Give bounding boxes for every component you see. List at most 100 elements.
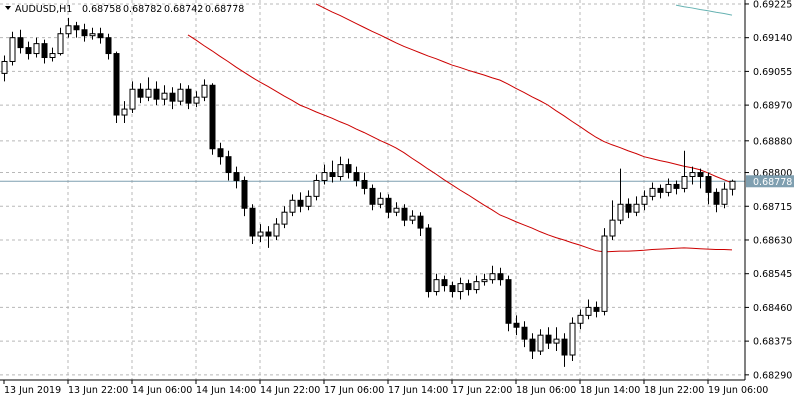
y-tick-label: 0.68290 [753, 370, 792, 381]
candle-body [377, 197, 384, 205]
candle-body [441, 279, 448, 287]
moving-average [315, 3, 733, 184]
candle-body [177, 88, 184, 102]
candle-body [385, 197, 392, 213]
candle-body [81, 29, 88, 37]
y-tick-label: 0.68630 [753, 235, 792, 246]
candle-body [729, 180, 736, 190]
candle-body [457, 283, 464, 293]
x-tick-label: 18 Jun 06:00 [516, 385, 576, 396]
candle-body [49, 53, 56, 59]
candle-body [337, 164, 344, 178]
candle-body [113, 53, 120, 116]
candle-body [553, 338, 560, 344]
candle-body [105, 37, 112, 55]
candle-body [673, 183, 680, 189]
moving-average [675, 4, 733, 16]
symbol-menu-arrow[interactable] [5, 6, 11, 10]
candle-body [217, 148, 224, 158]
candle-body [513, 322, 520, 328]
y-tick-label: 0.69055 [753, 67, 792, 78]
candle-body [657, 187, 664, 193]
candle-body [505, 279, 512, 324]
candle-body [201, 84, 208, 98]
candle-body [545, 334, 552, 344]
candle-body [529, 338, 536, 352]
candle-body [265, 231, 272, 237]
candle-body [65, 25, 72, 35]
candle-body [705, 176, 712, 193]
x-tick-label: 14 Jun 06:00 [132, 385, 192, 396]
x-tick-label: 14 Jun 22:00 [260, 385, 320, 396]
candle-body [465, 283, 472, 291]
y-tick-label: 0.68375 [753, 337, 792, 348]
candle-body [249, 207, 256, 237]
candle-body [241, 179, 248, 209]
candle-body [329, 172, 336, 178]
candle-body [689, 172, 696, 178]
candle-body [185, 88, 192, 104]
candle-body [585, 306, 592, 316]
candle-body [497, 273, 504, 281]
candle-body [609, 219, 616, 237]
candle-body [137, 88, 144, 98]
candle-body [305, 195, 312, 207]
candle-body [257, 231, 264, 237]
candle-body [161, 92, 168, 100]
x-tick-label: 13 Jun 2019 [4, 385, 61, 396]
y-tick-label: 0.68800 [753, 168, 792, 179]
candle-body [321, 172, 328, 181]
y-tick-label: 0.68715 [753, 202, 792, 213]
candle-body [393, 207, 400, 213]
candle-body [473, 281, 480, 291]
x-tick-label: 18 Jun 22:00 [644, 385, 704, 396]
candle-body [209, 84, 216, 150]
y-tick-label: 0.68460 [753, 303, 792, 314]
candle-body [225, 156, 232, 174]
y-tick-label: 0.69140 [753, 33, 792, 44]
x-tick-label: 17 Jun 22:00 [452, 385, 512, 396]
candle-body [297, 199, 304, 207]
candle-body [601, 235, 608, 312]
candle-body [401, 207, 408, 221]
candle-body [425, 227, 432, 293]
candle-body [57, 33, 64, 55]
candle-body [409, 215, 416, 221]
current-price-box [746, 175, 794, 188]
x-tick-label: 17 Jun 06:00 [324, 385, 384, 396]
candle-body [625, 203, 632, 213]
candle-body [489, 273, 496, 281]
candle-body [449, 285, 456, 293]
candle-body [121, 108, 128, 116]
candle-body [617, 203, 624, 221]
x-tick-label: 13 Jun 22:00 [68, 385, 128, 396]
candle-body [9, 37, 16, 62]
candle-body [41, 43, 48, 59]
symbol-label: AUDUSD,H1 [15, 4, 72, 15]
candle-body [25, 47, 32, 55]
candle-body [233, 172, 240, 181]
candle-body [353, 172, 360, 181]
candle-body [1, 60, 8, 74]
candle-body [561, 338, 568, 356]
ohlc-value: 0.68778 [205, 4, 244, 15]
ohlc-value: 0.68782 [123, 4, 162, 15]
candle-body [649, 187, 656, 197]
candle-body [633, 203, 640, 213]
candle-body [665, 183, 672, 193]
y-tick-label: 0.69225 [753, 0, 792, 10]
candle-body [569, 322, 576, 356]
candle-body [521, 326, 528, 340]
candle-body [313, 179, 320, 197]
x-tick-label: 19 Jun 06:00 [708, 385, 768, 396]
x-tick-label: 14 Jun 14:00 [196, 385, 256, 396]
candle-body [577, 314, 584, 324]
moving-average [187, 34, 733, 253]
candle-body [433, 279, 440, 293]
candle-body [193, 96, 200, 104]
candle-body [145, 88, 152, 98]
candle-body [281, 211, 288, 225]
candle-body [17, 37, 24, 49]
